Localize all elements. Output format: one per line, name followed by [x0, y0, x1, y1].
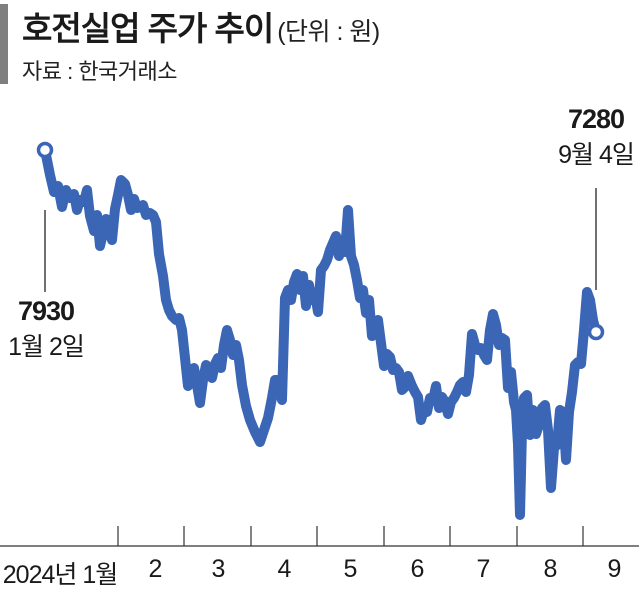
x-label-mar: 3 [211, 555, 226, 583]
start-date: 1월 2일 [8, 333, 85, 361]
x-label-may: 5 [343, 555, 358, 583]
title-accent-bar [0, 4, 8, 84]
end-annotation: 7280 9월 4일 [548, 104, 639, 171]
chart-title-text: 호전실업 주가 추이 [22, 10, 274, 47]
x-label-jan: 2024년 1월 [2, 561, 118, 589]
end-marker [587, 323, 605, 341]
start-annotation: 7930 1월 2일 [0, 296, 92, 363]
price-line [40, 145, 601, 520]
start-value: 7930 [17, 296, 75, 326]
x-label-feb: 2 [148, 555, 163, 583]
x-axis-ticks [117, 526, 584, 546]
end-value: 7280 [567, 104, 625, 134]
x-label-jul: 7 [476, 555, 491, 583]
x-label-jun: 6 [410, 555, 425, 583]
x-label-aug: 8 [543, 555, 558, 583]
x-label-apr: 4 [277, 555, 292, 583]
source-label: 자료 : 한국거래소 [22, 59, 178, 84]
end-date: 9월 4일 [558, 141, 635, 169]
x-label-sep: 9 [607, 555, 622, 583]
unit-label: (단위 : 원) [277, 18, 380, 46]
start-marker [36, 141, 54, 159]
chart-title: 호전실업 주가 추이 (단위 : 원) [22, 2, 380, 50]
